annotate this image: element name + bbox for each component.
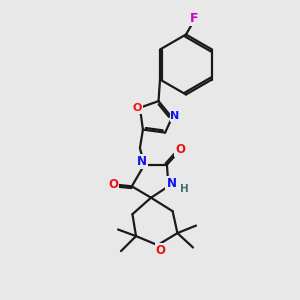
Text: O: O	[175, 142, 185, 156]
Text: N: N	[137, 154, 147, 168]
Text: O: O	[156, 244, 166, 257]
Text: H: H	[180, 184, 189, 194]
Text: N: N	[167, 177, 176, 190]
Text: O: O	[108, 178, 118, 191]
Text: N: N	[170, 111, 180, 121]
Text: F: F	[190, 12, 198, 26]
Text: O: O	[133, 103, 142, 113]
